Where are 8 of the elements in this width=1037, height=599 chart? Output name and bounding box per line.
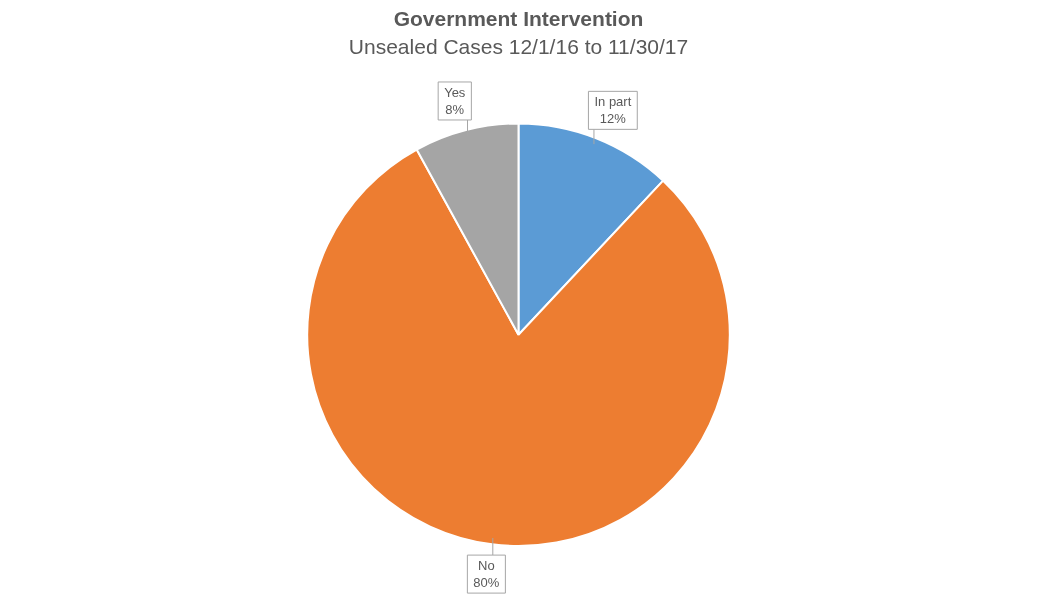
data-label: 12% xyxy=(599,110,627,126)
slice-label: In part xyxy=(594,93,632,109)
data-label: 8% xyxy=(445,101,465,117)
chart-subtitle: Unsealed Cases 12/1/16 to 11/30/17 xyxy=(348,34,689,58)
slice-label: Yes xyxy=(444,84,466,100)
chart-title: Government Intervention xyxy=(393,7,644,31)
data-label: 80% xyxy=(473,574,500,590)
slice-label: No xyxy=(478,557,495,573)
